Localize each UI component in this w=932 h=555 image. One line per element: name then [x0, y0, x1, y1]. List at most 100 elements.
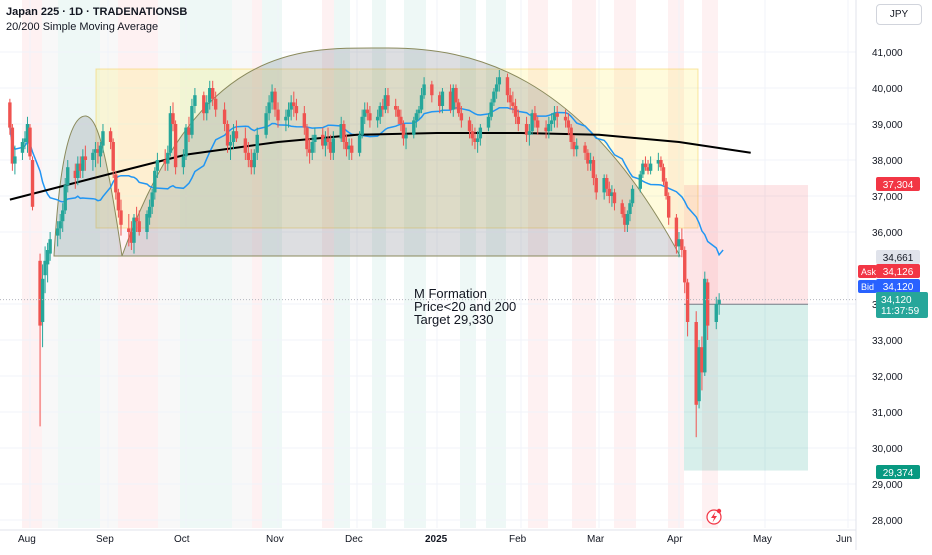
currency-button[interactable]: JPY [876, 4, 922, 25]
candle-body [225, 124, 230, 146]
candle-body [544, 127, 548, 132]
candle-body [10, 127, 15, 164]
ask-price-label: 34,126 [876, 264, 920, 278]
session-band [252, 0, 262, 528]
candle-body [83, 156, 88, 160]
candle-body [116, 192, 121, 211]
candle-body [620, 203, 624, 214]
candle-body [193, 95, 197, 106]
candle-body [38, 260, 42, 326]
candle-body [190, 106, 194, 135]
candle-body [697, 347, 701, 402]
bid-tag-text: Bid [861, 282, 874, 292]
candle-body [648, 163, 653, 171]
candle-body [661, 167, 666, 182]
bid-price-label: 34,120 [876, 279, 920, 293]
candle-body [147, 206, 152, 218]
candle-body [563, 116, 568, 121]
bid-price-label-bg [876, 279, 920, 293]
candle-body [40, 278, 45, 322]
y-tick-label: 36,000 [872, 228, 903, 239]
ask-tag: Ask [858, 265, 877, 278]
candle-body [440, 91, 445, 106]
candle-body [703, 278, 707, 373]
candle-body [228, 142, 233, 146]
entry-price-label-text: 34,661 [883, 253, 914, 264]
lightning-icon[interactable] [706, 508, 722, 525]
candle-body [292, 102, 296, 106]
candle-body [286, 109, 291, 117]
candle-body [101, 131, 105, 146]
candle-body [607, 188, 612, 196]
candle-body [155, 160, 160, 171]
candle-body [381, 106, 385, 110]
candle-body [508, 95, 512, 103]
candle-body [307, 149, 312, 153]
candle-body [412, 120, 416, 135]
candle-body [313, 134, 317, 142]
candle-body [659, 160, 663, 168]
lightning-icon-bolt [711, 511, 717, 523]
candle-body [386, 95, 390, 106]
candle-body [276, 109, 280, 121]
candle-body [602, 178, 606, 193]
x-tick-label: Apr [667, 534, 683, 545]
candle-body [137, 221, 141, 232]
candles [8, 70, 721, 438]
axes: 28,00029,00030,00031,00032,00033,00034,0… [0, 0, 903, 550]
candle-body [527, 131, 532, 135]
candle-body [48, 239, 52, 254]
candle-body [350, 145, 354, 153]
candle-body [252, 152, 256, 168]
candle-body [28, 127, 32, 157]
candle-body [664, 181, 668, 196]
target-price-label-text: 29,374 [883, 468, 914, 479]
x-tick-label: May [753, 534, 772, 545]
candle-body [119, 210, 123, 225]
candle-body [430, 84, 434, 96]
candle-body [187, 127, 191, 135]
chart-subtitle: 20/200 Simple Moving Average [6, 21, 159, 33]
candle-body [475, 138, 480, 142]
bid-price-label-text: 34,120 [883, 282, 914, 293]
y-tick-label: 32,000 [872, 372, 903, 383]
candle-body [114, 174, 118, 193]
candle-body [132, 217, 136, 243]
candle-body [231, 131, 236, 142]
candle-body [63, 185, 67, 211]
candle-body [331, 138, 335, 153]
x-tick-label: Sep [96, 534, 114, 545]
candle-body [677, 239, 681, 247]
candle-body [171, 113, 175, 124]
annotation-line-2: Price<20 and 200 [414, 299, 517, 314]
candle-body [25, 124, 30, 142]
target-zone [684, 304, 808, 471]
candle-body [184, 127, 188, 157]
candle-body [612, 192, 617, 204]
candle-body [211, 88, 215, 99]
x-tick-label: Jun [836, 534, 852, 545]
candle-body [284, 116, 288, 121]
candle-body [547, 124, 551, 132]
candle-body [666, 196, 671, 218]
session-band [334, 0, 350, 528]
candle-body [586, 152, 590, 164]
candle-body [646, 167, 650, 171]
session-band [58, 0, 100, 528]
candle-body [43, 260, 47, 276]
candle-body [66, 167, 70, 186]
candle-body [448, 91, 453, 110]
ask-tag-bg [858, 265, 877, 278]
candle-body [45, 250, 50, 265]
candle-body [168, 113, 173, 153]
y-tick-label: 41,000 [872, 48, 903, 59]
candle-body [524, 124, 529, 135]
candle-body [213, 98, 218, 110]
candle-body [610, 192, 614, 196]
candle-body [511, 102, 515, 106]
candle-body [683, 250, 687, 283]
target-price-label: 29,374 [876, 465, 920, 479]
candle-body [705, 282, 710, 326]
y-tick-label: 30,000 [872, 444, 903, 455]
